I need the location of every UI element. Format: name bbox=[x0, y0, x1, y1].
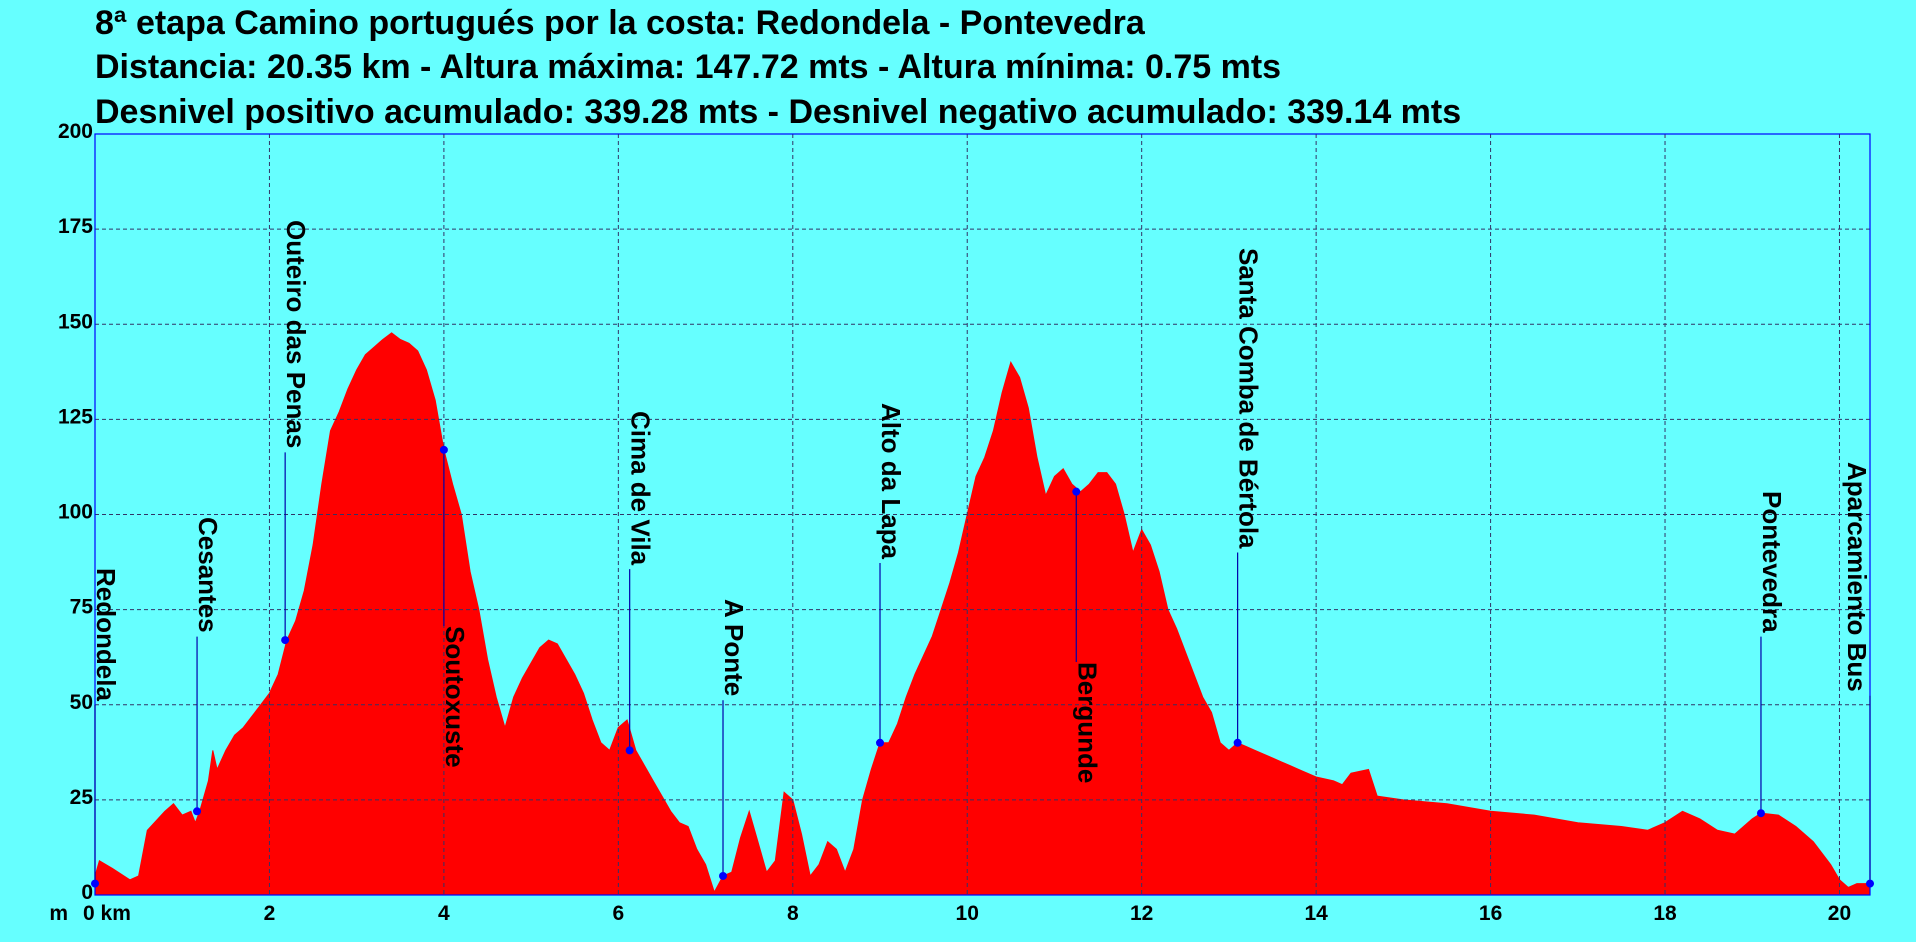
waypoint-dot bbox=[91, 879, 99, 888]
y-tick-label: 200 bbox=[58, 120, 93, 143]
y-tick-label: 50 bbox=[70, 691, 93, 714]
title-line: Desnivel positivo acumulado: 339.28 mts … bbox=[95, 93, 1461, 131]
waypoint-label: Pontevedra bbox=[1757, 491, 1787, 633]
y-tick-label: 100 bbox=[58, 501, 93, 524]
waypoint-label: Bergunde bbox=[1072, 662, 1102, 783]
waypoint-dot bbox=[719, 871, 728, 880]
waypoint-dot bbox=[193, 807, 202, 816]
waypoint-label: Cima de Vila bbox=[626, 411, 656, 566]
waypoint-dot bbox=[281, 636, 290, 645]
waypoint-label: Aparcamiento Bus bbox=[1842, 462, 1872, 692]
waypoint-label: Alto da Lapa bbox=[876, 403, 906, 560]
waypoint-label: Outeiro das Penas bbox=[281, 220, 311, 448]
elevation-area bbox=[94, 332, 1871, 896]
x-tick-label: 6 bbox=[612, 902, 624, 925]
waypoint-label: Santa Comba de Bértola bbox=[1234, 248, 1264, 549]
x-tick-label: 8 bbox=[787, 902, 799, 925]
y-tick-label: 75 bbox=[70, 596, 94, 619]
y-tick-label: 0 bbox=[81, 881, 93, 904]
x-tick-label: 12 bbox=[1130, 902, 1153, 925]
plot-area: 0 25 50 75 100 125 150 175 200 0 km 2 4 6 8 10 12 14 16 18… bbox=[49, 120, 1874, 925]
waypoint-dot bbox=[1233, 738, 1242, 747]
x-tick-label: 0 km bbox=[83, 902, 131, 925]
y-tick-label: 125 bbox=[58, 405, 93, 428]
x-tick-label: 2 bbox=[264, 902, 276, 925]
x-tick-label: 20 bbox=[1828, 902, 1851, 925]
plot-frame bbox=[94, 133, 1871, 896]
waypoint-label: Cesantes bbox=[193, 517, 223, 633]
y-tick-label: 25 bbox=[70, 786, 94, 809]
waypoint-label: Soutoxuste bbox=[440, 626, 470, 768]
waypoint-dot bbox=[1756, 809, 1765, 818]
waypoint-dot bbox=[439, 445, 448, 454]
waypoint-dot bbox=[1072, 487, 1081, 496]
waypoint-dot bbox=[876, 738, 885, 747]
title-line: 8ª etapa Camino portugués por la costa: … bbox=[95, 4, 1146, 42]
title-line: Distancia: 20.35 km - Altura máxima: 147… bbox=[95, 48, 1281, 86]
waypoint-label: Redondela bbox=[91, 568, 121, 701]
waypoint-label: A Ponte bbox=[719, 599, 749, 696]
waypoint-dot bbox=[625, 746, 634, 755]
waypoint-dot bbox=[1866, 879, 1874, 888]
y-tick-label: 150 bbox=[58, 310, 93, 333]
x-tick-label: 14 bbox=[1304, 902, 1328, 925]
x-tick-label: 18 bbox=[1653, 902, 1677, 925]
x-tick-label: 4 bbox=[438, 902, 450, 925]
y-unit: m bbox=[49, 902, 68, 925]
y-tick-label: 175 bbox=[58, 215, 93, 238]
x-tick-label: 10 bbox=[956, 902, 979, 925]
x-tick-label: 16 bbox=[1479, 902, 1502, 925]
